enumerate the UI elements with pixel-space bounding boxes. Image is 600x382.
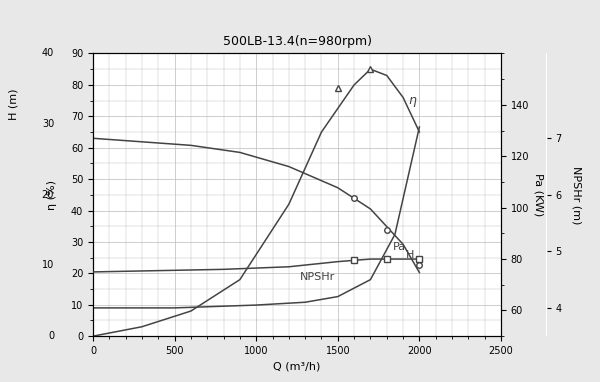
Y-axis label: NPSHr (m): NPSHr (m) — [571, 166, 581, 224]
Text: η: η — [408, 94, 416, 107]
Text: H (m): H (m) — [8, 89, 19, 120]
Title: 500LB-13.4(n=980rpm): 500LB-13.4(n=980rpm) — [223, 35, 371, 48]
Text: Pa: Pa — [393, 242, 406, 252]
Text: η (%): η (%) — [47, 180, 57, 210]
Y-axis label: Pa (KW): Pa (KW) — [533, 173, 543, 217]
Text: 40: 40 — [42, 49, 54, 58]
X-axis label: Q (m³/h): Q (m³/h) — [274, 361, 320, 371]
Text: 20: 20 — [42, 190, 54, 200]
Text: 0: 0 — [48, 331, 54, 341]
Text: H: H — [406, 251, 414, 261]
Text: 30: 30 — [42, 119, 54, 129]
Text: NPSHr: NPSHr — [300, 272, 335, 282]
Text: 10: 10 — [42, 261, 54, 270]
